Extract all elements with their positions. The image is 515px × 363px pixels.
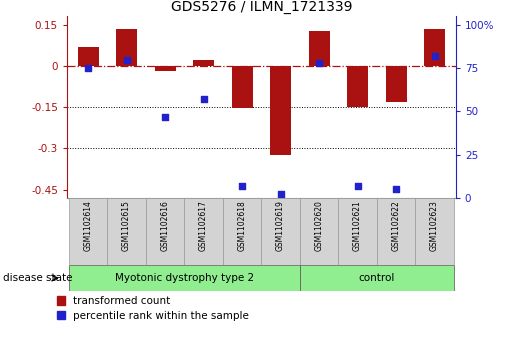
Bar	[347, 66, 368, 107]
Bar	[116, 29, 137, 66]
Bar	[386, 66, 407, 102]
Text: GSM1102621: GSM1102621	[353, 200, 362, 250]
Bar	[193, 60, 214, 66]
Bar	[154, 66, 176, 72]
Text: disease state: disease state	[3, 273, 72, 283]
Text: GSM1102623: GSM1102623	[430, 200, 439, 251]
Point	[84, 65, 92, 71]
Text: GSM1102615: GSM1102615	[122, 200, 131, 251]
Text: GSM1102618: GSM1102618	[237, 200, 247, 250]
Point	[315, 60, 323, 66]
Bar	[232, 66, 253, 109]
Bar	[424, 29, 445, 66]
Bar	[270, 66, 291, 155]
Text: GSM1102617: GSM1102617	[199, 200, 208, 251]
Bar	[146, 198, 184, 265]
Text: control: control	[358, 273, 395, 283]
Text: GSM1102614: GSM1102614	[83, 200, 93, 251]
Bar	[107, 198, 146, 265]
Bar	[300, 198, 338, 265]
Text: Myotonic dystrophy type 2: Myotonic dystrophy type 2	[115, 273, 254, 283]
Bar	[308, 32, 330, 66]
Text: GSM1102622: GSM1102622	[391, 200, 401, 250]
Bar	[416, 198, 454, 265]
Bar	[78, 46, 99, 66]
Point	[238, 183, 246, 189]
Text: GSM1102620: GSM1102620	[315, 200, 323, 251]
Point	[353, 183, 362, 189]
Bar	[377, 198, 416, 265]
Bar	[69, 265, 300, 291]
Bar	[69, 198, 107, 265]
Point	[277, 191, 285, 197]
Point	[161, 114, 169, 119]
Point	[199, 97, 208, 102]
Point	[123, 57, 131, 62]
Point	[392, 186, 400, 192]
Title: GDS5276 / ILMN_1721339: GDS5276 / ILMN_1721339	[170, 0, 352, 14]
Bar	[223, 198, 261, 265]
Legend: transformed count, percentile rank within the sample: transformed count, percentile rank withi…	[57, 296, 249, 321]
Text: GSM1102619: GSM1102619	[276, 200, 285, 251]
Point	[431, 53, 439, 59]
Bar	[184, 198, 223, 265]
Bar	[300, 265, 454, 291]
Bar	[261, 198, 300, 265]
Bar	[338, 198, 377, 265]
Text: GSM1102616: GSM1102616	[161, 200, 169, 251]
